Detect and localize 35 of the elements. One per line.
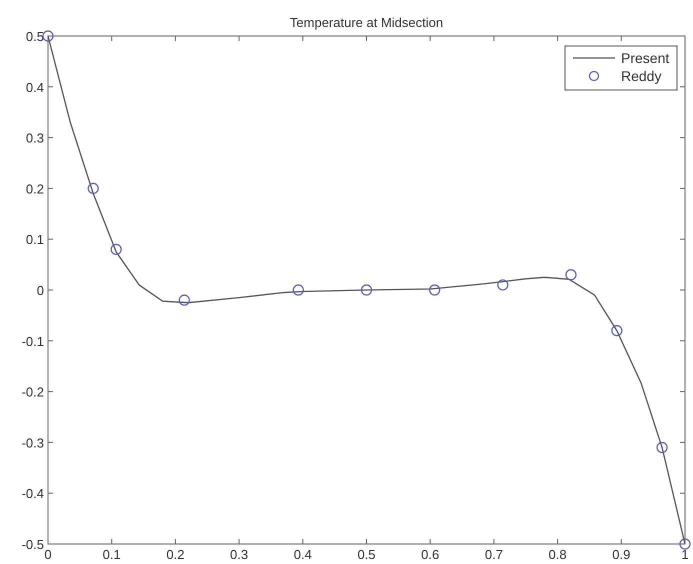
y-tick-label: -0.1 — [22, 334, 44, 349]
x-tick-label: 0.6 — [421, 547, 440, 562]
y-tick-label: 0 — [36, 283, 44, 298]
point — [679, 538, 691, 550]
x-tick-label: 0.3 — [230, 547, 248, 562]
y-tick-label: 0.4 — [26, 80, 44, 95]
y-tick-label: -0.2 — [22, 384, 44, 400]
point — [178, 294, 190, 306]
y-tick-label: -0.5 — [22, 537, 44, 552]
x-tick-label: 0.2 — [166, 547, 184, 562]
legend-label: Present — [621, 50, 670, 66]
x-tick-label: 0.7 — [484, 547, 503, 562]
y-tick-label: 0.2 — [26, 181, 44, 196]
point — [429, 284, 440, 296]
point — [497, 279, 508, 291]
y-tick-label: -0.4 — [22, 486, 44, 502]
point — [292, 284, 304, 296]
chart-title: Temperature at Midsection — [290, 15, 444, 30]
point — [656, 442, 668, 454]
x-tick-label: 0.8 — [548, 547, 567, 562]
y-tick-label: -0.3 — [22, 435, 44, 450]
point — [110, 244, 122, 255]
legend-label: Reddy — [621, 68, 662, 84]
x-tick-label: 0.4 — [294, 547, 312, 562]
point — [360, 284, 372, 296]
x-tick-label: 0.9 — [612, 547, 630, 562]
point — [611, 325, 622, 336]
y-tick-label: 0.3 — [26, 130, 44, 146]
y-tick-label: 0.5 — [26, 29, 44, 44]
point — [565, 269, 577, 280]
point — [88, 182, 99, 194]
x-tick-label: 0.1 — [102, 547, 121, 562]
x-tick-label: 1 — [681, 547, 689, 562]
y-tick-label: 0.1 — [26, 232, 44, 248]
x-tick-label: 0.5 — [357, 547, 376, 562]
